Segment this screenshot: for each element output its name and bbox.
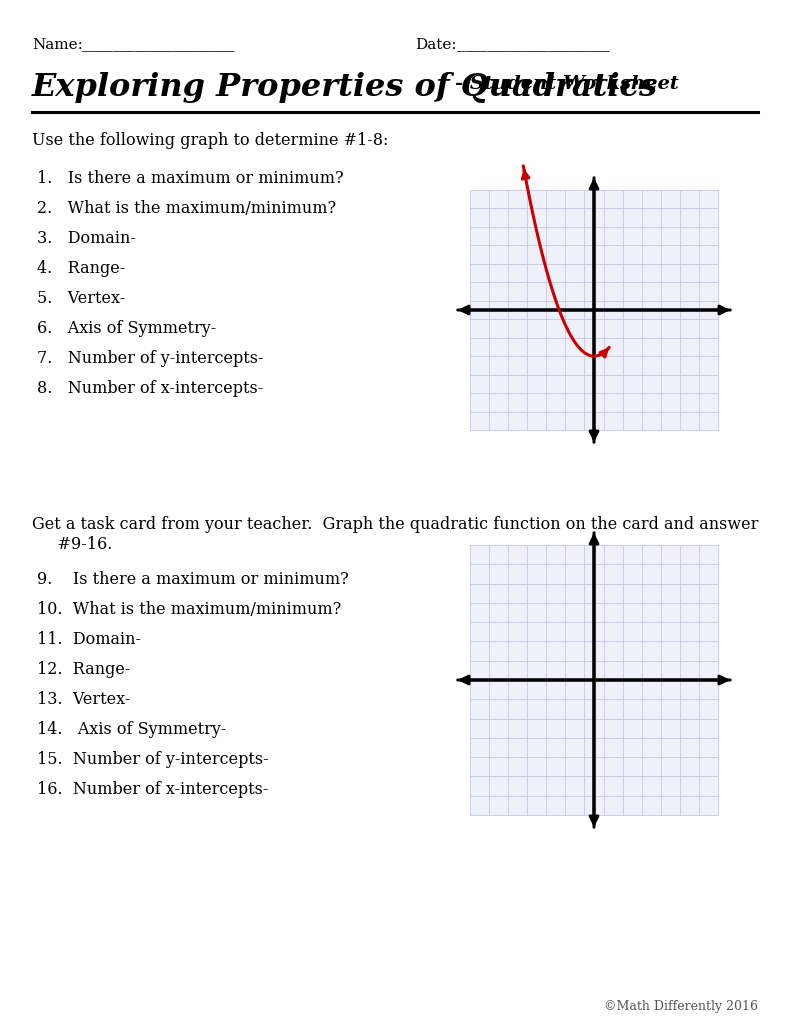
Text: - Student Worksheet: - Student Worksheet <box>455 75 679 93</box>
Text: 4.   Range-: 4. Range- <box>37 260 125 278</box>
Text: 11.  Domain-: 11. Domain- <box>37 631 141 648</box>
Text: #9-16.: #9-16. <box>32 536 112 553</box>
Bar <box>470 190 718 430</box>
Bar <box>470 545 718 815</box>
Text: 8.   Number of x-intercepts-: 8. Number of x-intercepts- <box>37 380 263 397</box>
Text: 14.   Axis of Symmetry-: 14. Axis of Symmetry- <box>37 721 226 738</box>
Text: Exploring Properties of Quadratics: Exploring Properties of Quadratics <box>32 72 658 103</box>
Text: 6.   Axis of Symmetry-: 6. Axis of Symmetry- <box>37 319 216 337</box>
Text: Get a task card from your teacher.  Graph the quadratic function on the card and: Get a task card from your teacher. Graph… <box>32 516 759 534</box>
Text: 9.    Is there a maximum or minimum?: 9. Is there a maximum or minimum? <box>37 571 349 588</box>
Text: Date:: Date: <box>415 38 456 52</box>
Text: 10.  What is the maximum/minimum?: 10. What is the maximum/minimum? <box>37 601 341 618</box>
Text: 1.   Is there a maximum or minimum?: 1. Is there a maximum or minimum? <box>37 170 343 187</box>
Text: 12.  Range-: 12. Range- <box>37 662 131 678</box>
Text: 15.  Number of y-intercepts-: 15. Number of y-intercepts- <box>37 751 269 768</box>
Text: 5.   Vertex-: 5. Vertex- <box>37 290 125 307</box>
Text: 3.   Domain-: 3. Domain- <box>37 230 136 247</box>
Text: 2.   What is the maximum/minimum?: 2. What is the maximum/minimum? <box>37 200 336 217</box>
Text: 13.  Vertex-: 13. Vertex- <box>37 691 131 708</box>
Text: 16.  Number of x-intercepts-: 16. Number of x-intercepts- <box>37 781 268 798</box>
Text: Name:: Name: <box>32 38 83 52</box>
Text: ©Math Differently 2016: ©Math Differently 2016 <box>604 1000 758 1013</box>
Text: 7.   Number of y-intercepts-: 7. Number of y-intercepts- <box>37 350 263 367</box>
Text: ____________________: ____________________ <box>82 38 234 52</box>
Text: Use the following graph to determine #1-8:: Use the following graph to determine #1-… <box>32 132 388 150</box>
Text: ____________________: ____________________ <box>457 38 610 52</box>
